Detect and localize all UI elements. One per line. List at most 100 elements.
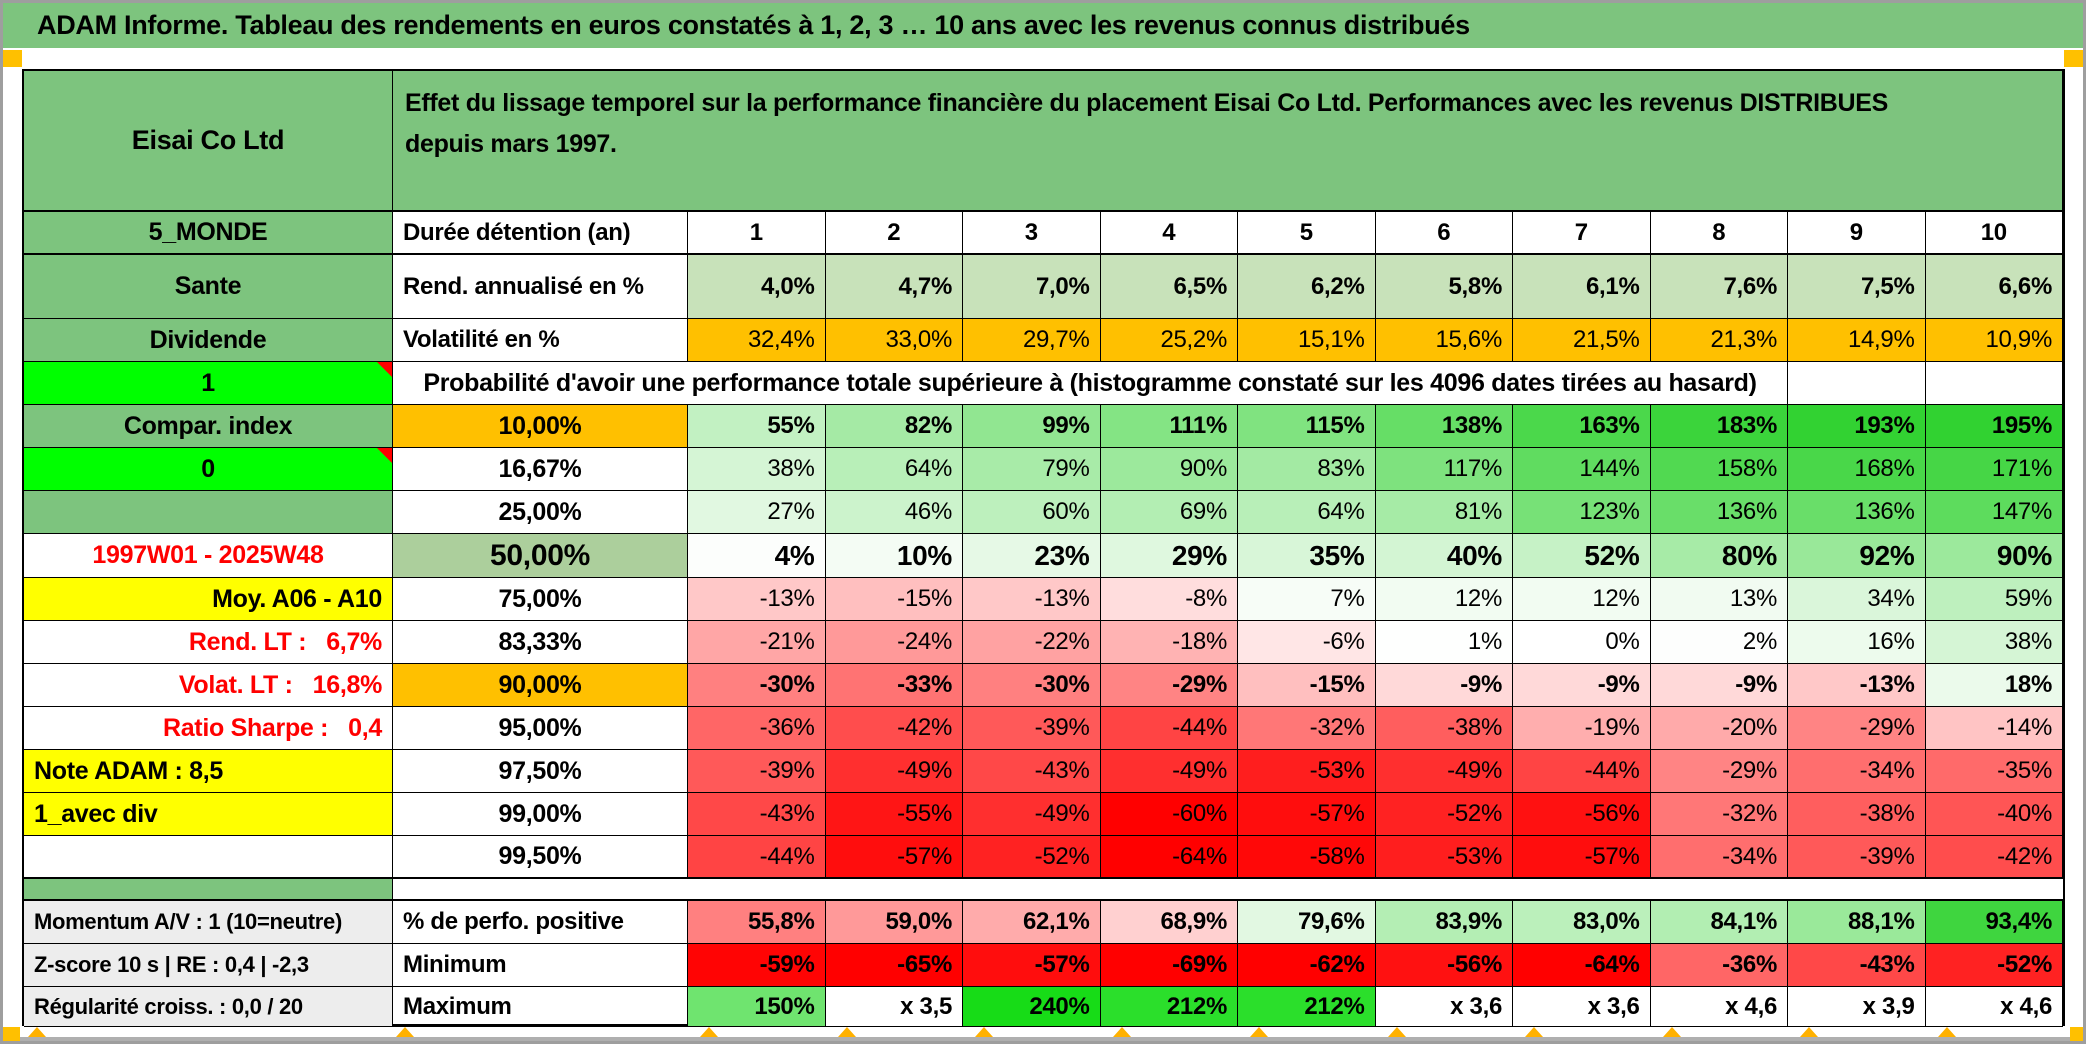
row-label-cell[interactable]: [24, 836, 393, 879]
data-cell[interactable]: 38%: [1925, 621, 2063, 664]
data-cell[interactable]: 7,0%: [963, 255, 1101, 319]
row-label-cell[interactable]: 1: [24, 362, 393, 405]
data-cell[interactable]: -42%: [825, 707, 963, 750]
row-label-cell[interactable]: Volat. LT : 16,8%: [24, 664, 393, 707]
data-cell[interactable]: 18%: [1925, 664, 2063, 707]
data-cell[interactable]: -56%: [1513, 793, 1651, 836]
data-cell[interactable]: -40%: [1925, 793, 2063, 836]
data-cell[interactable]: 2%: [1650, 621, 1788, 664]
data-cell[interactable]: 212%: [1100, 987, 1238, 1027]
data-cell[interactable]: [1788, 362, 1926, 405]
data-cell[interactable]: 7%: [1238, 578, 1376, 621]
data-cell[interactable]: 33,0%: [825, 319, 963, 362]
row-header-cell[interactable]: Volatilité en %: [393, 319, 688, 362]
row-header-cell[interactable]: 25,00%: [393, 491, 688, 534]
data-cell[interactable]: -43%: [1788, 944, 1926, 987]
data-cell[interactable]: 7,6%: [1650, 255, 1788, 319]
data-cell[interactable]: 147%: [1925, 491, 2063, 534]
row-label-cell[interactable]: Régularité croiss. : 0,0 / 20: [24, 987, 393, 1027]
data-cell[interactable]: 7: [1513, 212, 1651, 255]
data-cell[interactable]: -39%: [688, 750, 826, 793]
data-cell[interactable]: 12%: [1513, 578, 1651, 621]
data-cell[interactable]: 21,3%: [1650, 319, 1788, 362]
data-cell[interactable]: -57%: [1513, 836, 1651, 879]
data-cell[interactable]: -49%: [1375, 750, 1513, 793]
row-label-cell[interactable]: Sante: [24, 255, 393, 319]
data-cell[interactable]: -58%: [1238, 836, 1376, 879]
data-cell[interactable]: [1925, 362, 2063, 405]
data-cell[interactable]: -43%: [688, 793, 826, 836]
row-label-cell[interactable]: 1_avec div: [24, 793, 393, 836]
data-cell[interactable]: 144%: [1513, 448, 1651, 491]
data-cell[interactable]: -52%: [963, 836, 1101, 879]
data-cell[interactable]: -64%: [1100, 836, 1238, 879]
data-cell[interactable]: -60%: [1100, 793, 1238, 836]
row-label-cell[interactable]: Z-score 10 s | RE : 0,4 | -2,3: [24, 944, 393, 987]
data-cell[interactable]: -57%: [1238, 793, 1376, 836]
row-header-cell[interactable]: Durée détention (an): [393, 212, 688, 255]
data-cell[interactable]: 1: [688, 212, 826, 255]
data-cell[interactable]: 64%: [1238, 491, 1376, 534]
data-cell[interactable]: 60%: [963, 491, 1101, 534]
data-cell[interactable]: 8: [1650, 212, 1788, 255]
data-cell[interactable]: -49%: [1100, 750, 1238, 793]
data-cell[interactable]: 29%: [1100, 534, 1238, 578]
separator-cell[interactable]: [24, 879, 393, 901]
data-cell[interactable]: 0%: [1513, 621, 1651, 664]
row-label-cell[interactable]: Dividende: [24, 319, 393, 362]
data-cell[interactable]: -36%: [1650, 944, 1788, 987]
row-label-cell[interactable]: [24, 491, 393, 534]
data-cell[interactable]: 4: [1100, 212, 1238, 255]
data-cell[interactable]: 138%: [1375, 405, 1513, 448]
data-cell[interactable]: x 3,9: [1788, 987, 1926, 1027]
data-cell[interactable]: 1%: [1375, 621, 1513, 664]
data-cell[interactable]: -13%: [688, 578, 826, 621]
data-cell[interactable]: 55%: [688, 405, 826, 448]
data-cell[interactable]: 4%: [688, 534, 826, 578]
data-cell[interactable]: 13%: [1650, 578, 1788, 621]
data-cell[interactable]: -36%: [688, 707, 826, 750]
row-header-cell[interactable]: Rend. annualisé en %: [393, 255, 688, 319]
row-header-cell[interactable]: 99,00%: [393, 793, 688, 836]
data-cell[interactable]: -15%: [1238, 664, 1376, 707]
data-cell[interactable]: 83,0%: [1513, 901, 1651, 944]
data-cell[interactable]: 25,2%: [1100, 319, 1238, 362]
data-cell[interactable]: -59%: [688, 944, 826, 987]
fund-name-cell[interactable]: Eisai Co Ltd: [24, 71, 393, 212]
data-cell[interactable]: -32%: [1238, 707, 1376, 750]
data-cell[interactable]: -49%: [963, 793, 1101, 836]
data-cell[interactable]: -38%: [1788, 793, 1926, 836]
row-label-cell[interactable]: Ratio Sharpe : 0,4: [24, 707, 393, 750]
data-cell[interactable]: 68,9%: [1100, 901, 1238, 944]
data-cell[interactable]: -44%: [1100, 707, 1238, 750]
row-header-cell[interactable]: 16,67%: [393, 448, 688, 491]
data-cell[interactable]: 16%: [1788, 621, 1926, 664]
row-label-cell[interactable]: Momentum A/V : 1 (10=neutre): [24, 901, 393, 944]
data-cell[interactable]: 83,9%: [1375, 901, 1513, 944]
data-cell[interactable]: -39%: [963, 707, 1101, 750]
data-cell[interactable]: -13%: [1788, 664, 1926, 707]
data-cell[interactable]: -24%: [825, 621, 963, 664]
row-header-cell[interactable]: 95,00%: [393, 707, 688, 750]
row-label-cell[interactable]: Compar. index: [24, 405, 393, 448]
data-cell[interactable]: 81%: [1375, 491, 1513, 534]
data-cell[interactable]: -52%: [1925, 944, 2063, 987]
data-cell[interactable]: 88,1%: [1788, 901, 1926, 944]
data-cell[interactable]: -69%: [1100, 944, 1238, 987]
data-cell[interactable]: x 4,6: [1925, 987, 2063, 1027]
data-cell[interactable]: -8%: [1100, 578, 1238, 621]
row-header-cell[interactable]: 50,00%: [393, 534, 688, 578]
data-cell[interactable]: 27%: [688, 491, 826, 534]
data-cell[interactable]: -6%: [1238, 621, 1376, 664]
row-header-cell[interactable]: 10,00%: [393, 405, 688, 448]
data-cell[interactable]: -43%: [963, 750, 1101, 793]
data-cell[interactable]: 6,1%: [1513, 255, 1651, 319]
data-cell[interactable]: 150%: [688, 987, 826, 1027]
data-cell[interactable]: -13%: [963, 578, 1101, 621]
data-cell[interactable]: 136%: [1650, 491, 1788, 534]
data-cell[interactable]: -18%: [1100, 621, 1238, 664]
data-cell[interactable]: -9%: [1513, 664, 1651, 707]
data-cell[interactable]: -29%: [1100, 664, 1238, 707]
data-cell[interactable]: -53%: [1375, 836, 1513, 879]
data-cell[interactable]: 183%: [1650, 405, 1788, 448]
